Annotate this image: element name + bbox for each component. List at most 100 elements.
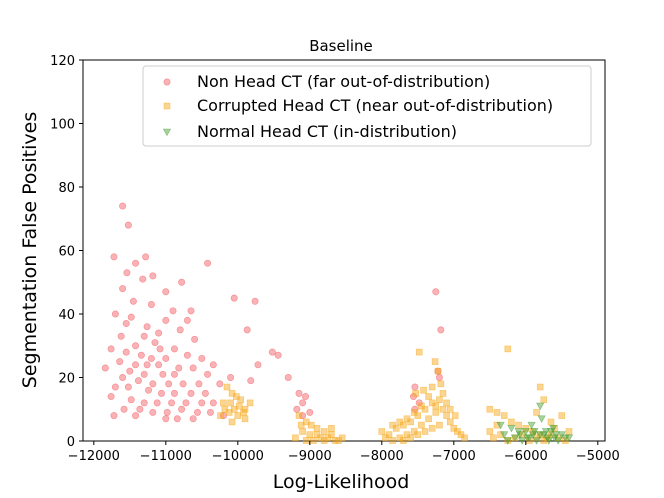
data-point: [183, 316, 191, 324]
data-point: [551, 431, 561, 439]
data-point: [428, 424, 436, 432]
data-point: [500, 431, 509, 439]
data-point: [436, 396, 443, 404]
data-point: [110, 253, 118, 261]
data-point: [157, 389, 165, 397]
x-axis-label: Log-Likelihood: [273, 471, 410, 493]
data-point: [292, 434, 299, 442]
x-tick-label: −7000: [432, 449, 476, 464]
data-point: [225, 409, 233, 416]
data-point: [293, 405, 301, 413]
data-point: [533, 409, 540, 416]
data-point: [162, 316, 170, 324]
x-tick-label: −8000: [360, 449, 404, 464]
data-point: [140, 370, 148, 378]
data-point: [299, 428, 306, 435]
data-point: [547, 418, 555, 426]
data-point: [132, 259, 140, 267]
data-point: [411, 383, 419, 391]
data-point: [297, 421, 305, 429]
data-point: [320, 437, 328, 444]
data-point: [243, 326, 251, 334]
data-point: [313, 424, 321, 432]
data-point: [425, 393, 432, 400]
data-point: [302, 437, 310, 444]
data-point: [132, 361, 140, 369]
data-point: [400, 437, 407, 444]
data-point: [389, 421, 396, 429]
data-point: [209, 399, 217, 407]
data-point: [227, 399, 234, 407]
data-point: [310, 437, 317, 444]
data-point: [530, 428, 539, 436]
data-point: [127, 313, 135, 321]
data-point: [127, 396, 135, 404]
data-point: [132, 412, 140, 420]
data-point: [223, 383, 231, 391]
legend-marker-2: [162, 128, 172, 137]
data-point: [515, 421, 522, 429]
data-point: [170, 389, 178, 397]
data-point: [415, 348, 423, 356]
data-point: [201, 389, 209, 397]
y-tick-label: 100: [50, 118, 75, 133]
data-point: [544, 437, 553, 445]
data-point: [149, 272, 157, 280]
data-point: [136, 405, 144, 413]
data-point: [541, 428, 551, 436]
data-point: [510, 434, 520, 443]
data-point: [189, 415, 197, 423]
data-point: [132, 342, 140, 350]
data-point: [503, 437, 512, 445]
data-point: [407, 434, 414, 442]
y-tick-label: 120: [50, 54, 75, 69]
data-point: [117, 332, 125, 340]
data-point: [149, 408, 157, 416]
data-point: [168, 399, 176, 407]
data-point: [156, 345, 164, 353]
legend-label-normal-head-ct: Normal Head CT (in-distribution): [197, 122, 457, 141]
data-point: [209, 361, 217, 369]
data-point: [437, 326, 445, 334]
data-point: [119, 285, 127, 293]
data-point: [169, 307, 177, 315]
data-point: [443, 412, 450, 419]
data-point: [324, 434, 332, 442]
data-point: [183, 351, 191, 359]
data-point: [533, 434, 540, 442]
data-point: [396, 434, 404, 442]
data-point: [189, 364, 197, 372]
data-point: [523, 434, 532, 443]
data-point: [143, 323, 151, 331]
y-tick-label: 60: [58, 245, 75, 260]
data-point: [246, 399, 254, 407]
data-point: [129, 297, 137, 305]
data-point: [532, 437, 541, 445]
data-point: [515, 431, 525, 439]
data-point: [119, 373, 127, 381]
x-tick-label: −11000: [140, 449, 192, 464]
data-point: [151, 339, 159, 347]
data-point: [163, 408, 171, 416]
data-point: [418, 402, 425, 410]
data-point: [410, 409, 418, 416]
data-point: [217, 412, 224, 419]
data-point: [439, 390, 447, 397]
data-point: [382, 434, 389, 442]
data-point: [414, 431, 422, 438]
data-point: [126, 367, 134, 375]
data-point: [496, 421, 505, 430]
data-point: [134, 377, 142, 385]
data-point: [518, 437, 527, 445]
data-point: [299, 399, 307, 407]
data-point: [490, 434, 497, 442]
data-point: [331, 437, 339, 444]
data-point: [527, 421, 536, 430]
legend-marker-0: [163, 78, 171, 86]
y-tick-label: 0: [67, 435, 75, 450]
data-point: [228, 418, 236, 426]
data-point: [220, 399, 227, 407]
data-point: [403, 415, 411, 423]
data-point: [565, 428, 573, 435]
data-point: [124, 221, 132, 229]
